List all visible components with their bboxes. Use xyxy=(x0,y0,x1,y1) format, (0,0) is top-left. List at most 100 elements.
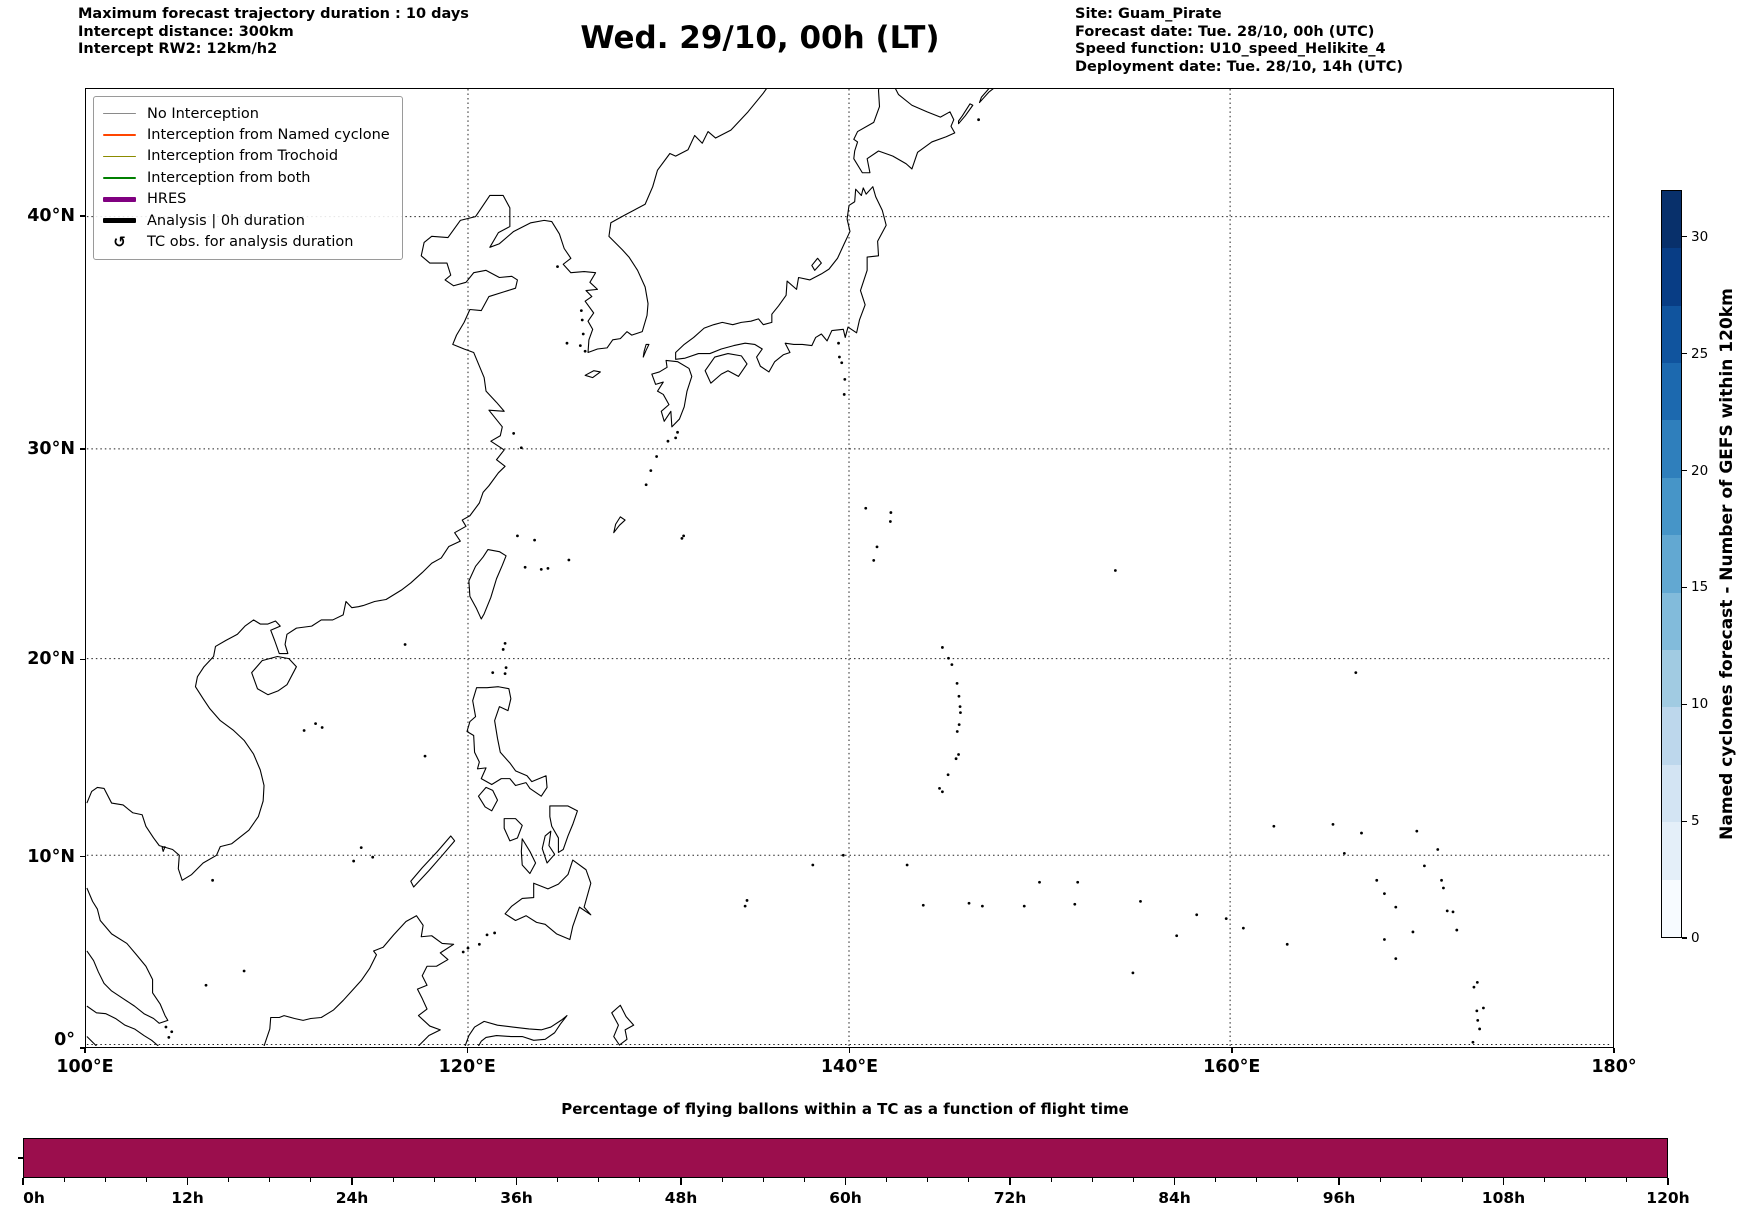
figure-title: Wed. 29/10, 00h (LT) xyxy=(580,20,940,56)
hour-tick-label: 84h xyxy=(1158,1189,1191,1207)
hour-tick-label: 0h xyxy=(23,1189,45,1207)
island-dot xyxy=(403,643,407,646)
island-dot xyxy=(519,446,523,450)
colorbar-tick-label: 0 xyxy=(1691,930,1700,946)
deployment-date-text: Deployment date: Tue. 28/10, 14h (UTC) xyxy=(1075,58,1403,75)
legend-label: HRES xyxy=(147,191,187,208)
coastline xyxy=(549,805,578,853)
island-dot xyxy=(1471,1040,1475,1044)
coastline xyxy=(853,89,956,174)
colorbar-tickmark xyxy=(1682,703,1687,705)
hour-tickmark xyxy=(1667,1178,1669,1185)
hour-minor-tickmark xyxy=(886,1178,888,1182)
hour-minor-tickmark xyxy=(1379,1178,1381,1182)
legend-label: No Interception xyxy=(147,105,259,122)
hour-minor-tickmark xyxy=(310,1178,312,1182)
island-dot xyxy=(556,265,559,269)
island-dot xyxy=(359,846,363,850)
legend-line-sample xyxy=(103,196,136,202)
island-dot xyxy=(583,349,587,353)
island-dot xyxy=(1436,848,1440,851)
island-dot xyxy=(546,567,550,570)
island-dot xyxy=(539,567,543,571)
coastline xyxy=(520,838,537,875)
island-dot xyxy=(578,344,582,347)
island-dot xyxy=(204,983,208,987)
legend-line-sample xyxy=(103,112,136,115)
legend-item: Interception from Named cyclone xyxy=(103,124,390,145)
island-dot xyxy=(314,722,317,726)
island-dot xyxy=(1076,880,1080,884)
hour-minor-tickmark xyxy=(598,1178,600,1182)
lon-tick-label: 160°E xyxy=(1203,1057,1261,1077)
legend-label: Interception from Named cyclone xyxy=(147,127,390,144)
island-dot xyxy=(477,942,481,946)
hour-minor-tickmark xyxy=(1420,1178,1422,1182)
island-dot xyxy=(170,1030,174,1034)
lat-tick-label: 10°N xyxy=(27,846,75,867)
legend-label: Interception from both xyxy=(147,169,311,186)
island-dot xyxy=(743,904,747,908)
island-dot xyxy=(980,904,984,908)
hour-minor-tickmark xyxy=(803,1178,805,1182)
coastline xyxy=(675,186,887,373)
lon-tick-label: 180° xyxy=(1591,1057,1637,1077)
hour-minor-tickmark xyxy=(269,1178,271,1182)
island-dot xyxy=(946,773,950,777)
island-dot xyxy=(959,711,962,715)
colorbar-segment xyxy=(1662,190,1681,249)
hour-minor-tickmark xyxy=(1626,1178,1628,1182)
island-dot xyxy=(1285,942,1289,946)
island-dot xyxy=(211,878,214,882)
island-dot xyxy=(938,787,941,790)
island-dot xyxy=(1113,569,1117,572)
hour-minor-tickmark xyxy=(639,1178,641,1182)
legend-label: TC obs. for analysis duration xyxy=(147,234,354,251)
intercept-distance-text: Intercept distance: 300km xyxy=(78,23,294,40)
colorbar-tickmark xyxy=(1682,353,1687,355)
coastline xyxy=(541,830,556,864)
hour-minor-tickmark xyxy=(1132,1178,1134,1182)
colorbar-tick-label: 20 xyxy=(1691,462,1709,479)
hour-minor-tickmark xyxy=(1544,1178,1546,1182)
legend-line-sample xyxy=(103,155,136,158)
flight-time-chart-title: Percentage of flying ballons within a TC… xyxy=(561,1100,1129,1118)
hour-minor-tickmark xyxy=(228,1178,230,1182)
colorbar-segment xyxy=(1662,764,1681,823)
intercept-rw2-text: Intercept RW2: 12km/h2 xyxy=(78,41,278,57)
island-dot xyxy=(352,859,356,863)
colorbar-segment xyxy=(1662,420,1681,478)
island-dot xyxy=(676,430,679,434)
colorbar-tickmark xyxy=(1682,586,1687,588)
hour-minor-tickmark xyxy=(1215,1178,1217,1182)
coastline xyxy=(410,835,456,888)
coastline xyxy=(464,1015,568,1046)
hour-minor-tickmark xyxy=(968,1178,970,1182)
hour-tickmark xyxy=(22,1178,24,1185)
island-dot xyxy=(523,565,527,569)
lat-tickmark xyxy=(80,855,85,858)
island-dot xyxy=(1478,1027,1482,1031)
island-dot xyxy=(955,681,959,685)
colorbar-segment xyxy=(1662,822,1681,880)
island-dot xyxy=(167,1036,171,1039)
island-dot xyxy=(680,536,684,540)
island-dot xyxy=(485,933,489,937)
hour-tick-label: 12h xyxy=(171,1189,204,1207)
hour-minor-tickmark xyxy=(104,1178,106,1182)
island-dot xyxy=(841,853,845,857)
island-dot xyxy=(1445,909,1449,913)
lon-tickmark xyxy=(84,1048,86,1053)
colorbar-tickmark xyxy=(1682,820,1687,822)
island-dot xyxy=(1022,904,1026,908)
hour-minor-tickmark xyxy=(1050,1178,1052,1182)
island-dot xyxy=(1475,1009,1479,1013)
colorbar-segment xyxy=(1662,592,1681,651)
hour-tick-label: 24h xyxy=(335,1189,369,1207)
colorbar-tick-label: 15 xyxy=(1691,579,1709,596)
colorbar-tick-label: 5 xyxy=(1691,813,1700,830)
colorbar-segment xyxy=(1662,363,1681,421)
island-dot xyxy=(905,863,909,867)
island-dot xyxy=(1472,985,1476,989)
lon-tickmark xyxy=(848,1048,851,1053)
